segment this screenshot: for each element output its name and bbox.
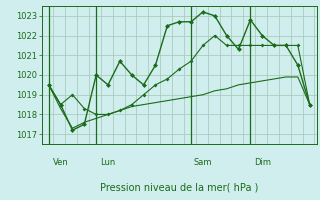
Text: Sam: Sam xyxy=(194,158,212,167)
Text: Dim: Dim xyxy=(254,158,271,167)
Text: Pression niveau de la mer( hPa ): Pression niveau de la mer( hPa ) xyxy=(100,182,258,192)
Text: Lun: Lun xyxy=(100,158,116,167)
Text: Ven: Ven xyxy=(53,158,68,167)
